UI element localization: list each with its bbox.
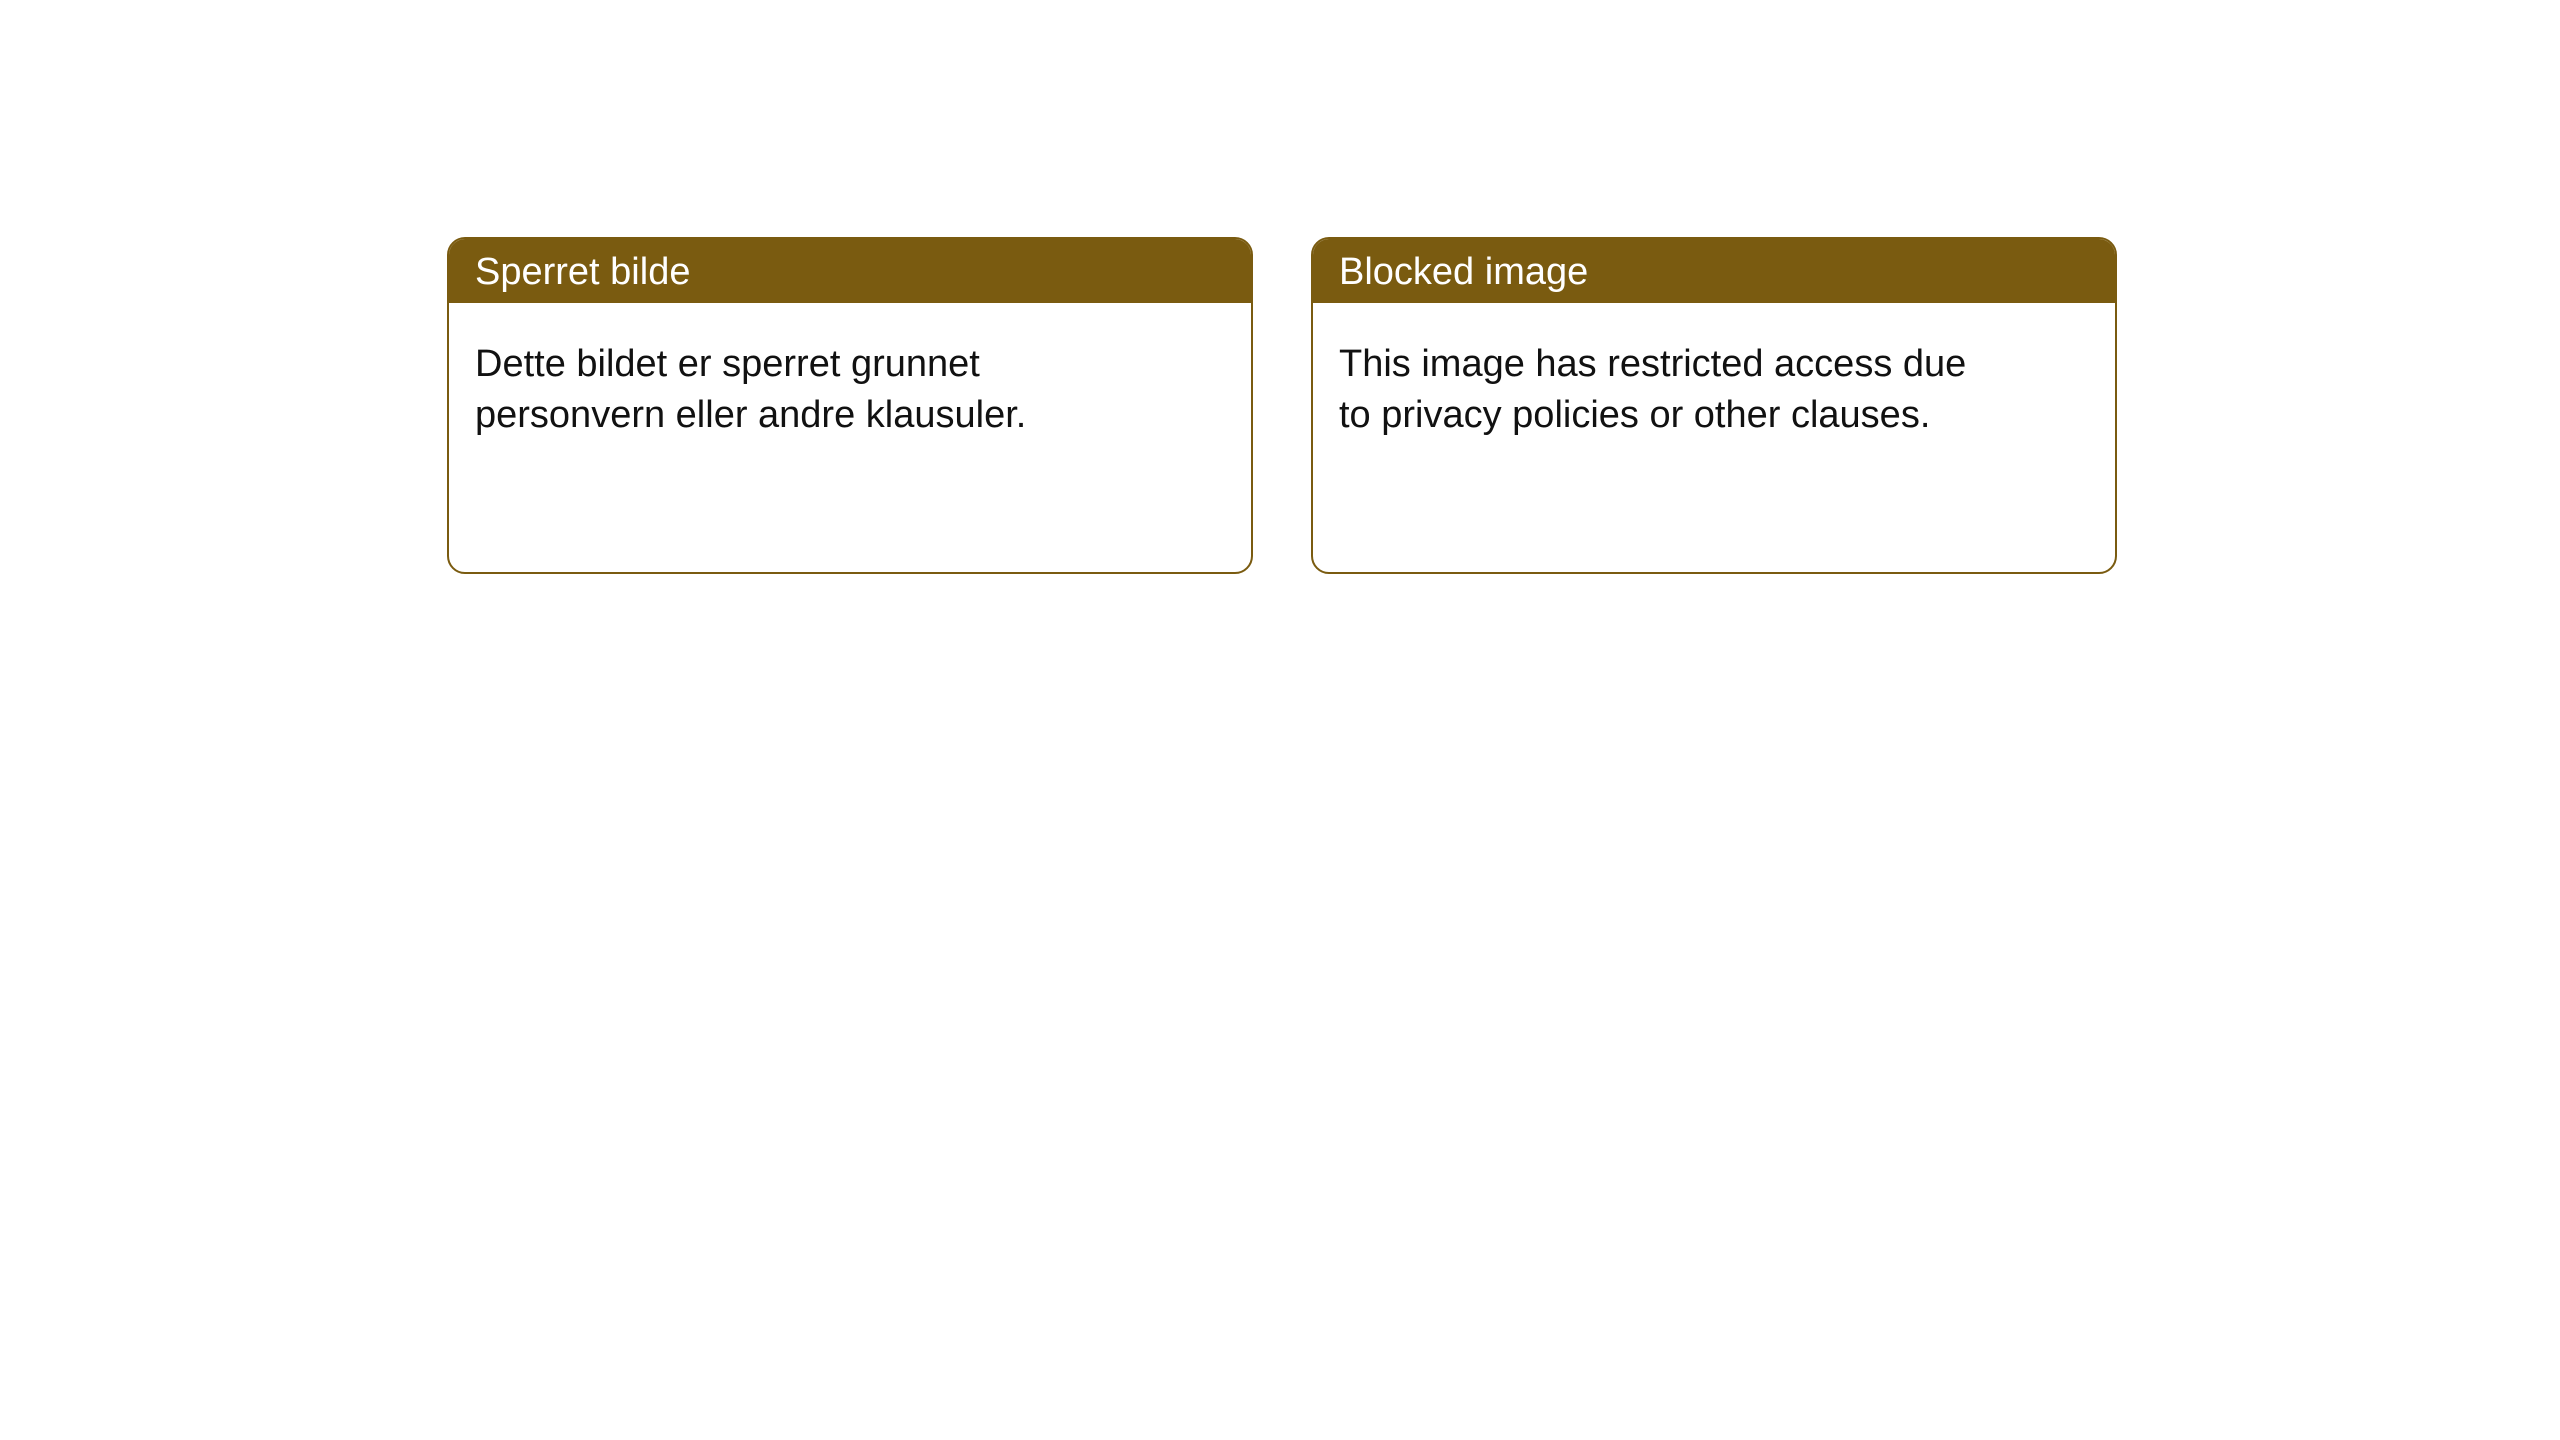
notice-card-title: Sperret bilde — [449, 239, 1251, 303]
notice-card-norwegian: Sperret bilde Dette bildet er sperret gr… — [447, 237, 1253, 574]
notice-cards-row: Sperret bilde Dette bildet er sperret gr… — [447, 237, 2117, 574]
notice-card-body: This image has restricted access due to … — [1313, 303, 2033, 468]
notice-card-title: Blocked image — [1313, 239, 2115, 303]
page-stage: Sperret bilde Dette bildet er sperret gr… — [0, 0, 2560, 1440]
notice-card-english: Blocked image This image has restricted … — [1311, 237, 2117, 574]
notice-card-body: Dette bildet er sperret grunnet personve… — [449, 303, 1169, 468]
